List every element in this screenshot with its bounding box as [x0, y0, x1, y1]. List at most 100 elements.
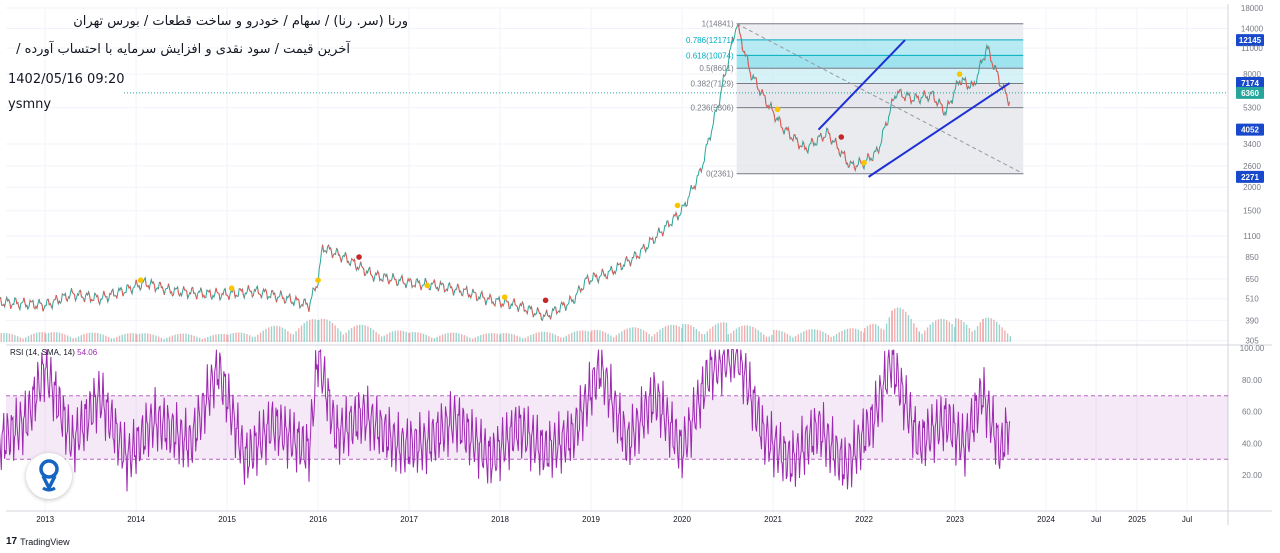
chart-datetime: 1402/05/16 09:20 — [8, 72, 125, 87]
event-marker — [315, 277, 321, 283]
volume-bar — [985, 317, 987, 342]
volume-bar — [955, 318, 957, 342]
volume-bar — [678, 326, 680, 342]
volume-bar — [339, 331, 342, 342]
volume-bar — [720, 322, 722, 342]
volume-bar — [819, 330, 821, 342]
volume-bar — [830, 336, 832, 342]
volume-bar — [940, 318, 942, 342]
volume-bar — [805, 330, 808, 342]
volume-bar — [411, 332, 414, 342]
price-label-box — [1236, 77, 1264, 90]
volume-bar — [687, 324, 689, 342]
volume-bar — [568, 334, 570, 342]
volume-bar — [458, 333, 460, 342]
volume-bar — [880, 328, 882, 342]
volume-bar — [516, 335, 518, 342]
volume-bar — [783, 332, 786, 342]
volume-bar — [951, 324, 953, 342]
volume-bar — [869, 324, 871, 342]
rsi-scale-tick: 40.00 — [1242, 439, 1263, 448]
volume-bar — [482, 334, 485, 342]
volume-bar — [201, 339, 204, 342]
volume-bar — [56, 332, 58, 342]
volume-bar — [502, 333, 505, 342]
fib-level-label: 0.236(5306) — [690, 104, 733, 113]
volume-bar — [168, 336, 171, 342]
volume-bar — [463, 335, 466, 342]
price-label-box — [1236, 123, 1264, 136]
volume-bar — [741, 325, 743, 342]
volume-bar — [621, 331, 623, 342]
volume-bar — [314, 319, 316, 342]
volume-bar — [105, 335, 107, 342]
volume-bar — [846, 328, 849, 342]
volume-bar — [910, 318, 912, 342]
volume-bar — [342, 334, 345, 342]
volume-bar — [138, 333, 141, 342]
volume-bar — [672, 324, 675, 342]
volume-bar — [152, 334, 154, 342]
time-axis-label: 2025 — [1128, 515, 1146, 524]
volume-bar — [957, 318, 960, 342]
tradingview-logo[interactable]: 17 TradingView — [6, 536, 70, 547]
volume-bar — [147, 333, 149, 342]
event-marker — [774, 106, 781, 113]
volume-bar — [124, 333, 126, 342]
volume-bar — [356, 325, 358, 342]
volume-bar — [557, 335, 559, 342]
volume-bar — [337, 328, 339, 342]
price-scale-tick: 18000 — [1241, 4, 1264, 13]
volume-bar — [402, 331, 405, 342]
volume-bar — [207, 336, 209, 342]
price-scale-tick: 390 — [1245, 317, 1259, 326]
volume-bar — [372, 329, 375, 342]
time-axis-label: Jul — [1091, 515, 1101, 524]
volume-bar — [452, 332, 455, 342]
time-axis-label: 2021 — [764, 515, 782, 524]
volume-bar — [535, 332, 537, 342]
volume-bar — [924, 330, 926, 342]
volume-bar — [334, 325, 336, 342]
volume-bar — [682, 324, 684, 342]
volume-bar — [854, 328, 857, 342]
volume-bar — [227, 334, 229, 342]
event-marker — [356, 254, 362, 260]
volume-bar — [543, 331, 546, 342]
fib-level-label: 0.5(8601) — [699, 64, 734, 73]
price-scale-tick: 2600 — [1243, 162, 1261, 171]
price-scale-tick: 510 — [1245, 295, 1259, 304]
volume-bar — [350, 328, 353, 342]
volume-bar — [469, 337, 471, 342]
volume-bar — [857, 329, 860, 342]
volume-bar — [778, 330, 780, 342]
time-axis-label: 2022 — [855, 515, 873, 524]
volume-bar — [450, 332, 452, 342]
volume-bar — [64, 334, 66, 342]
fib-zone-0.786 — [736, 39, 1024, 56]
volume-bar — [827, 335, 830, 342]
volume-bar — [163, 338, 165, 342]
price-scale-tick: 1500 — [1243, 207, 1261, 216]
price-label-text: 6360 — [1241, 89, 1259, 98]
volume-bar — [781, 331, 783, 342]
rsi-scale-tick: 20.00 — [1242, 471, 1263, 480]
price-scale-tick: 850 — [1245, 253, 1259, 262]
volume-bar — [113, 338, 115, 342]
volume-bar — [993, 319, 995, 342]
volume-bar — [209, 335, 212, 342]
volume-bar — [235, 332, 237, 342]
volume-bar — [174, 334, 176, 342]
volume-bar — [238, 332, 240, 342]
volume-bar — [813, 329, 816, 342]
volume-bar — [226, 334, 228, 342]
volume-bar — [885, 323, 888, 342]
volume-bar — [735, 328, 738, 342]
volume-bar — [259, 332, 262, 342]
volume-bar — [223, 334, 225, 342]
volume-bar — [75, 337, 77, 342]
volume-bar — [61, 333, 63, 342]
volume-bar — [963, 322, 965, 342]
chart-subtitle: آخرین قیمت / سود نقدی و افزایش سرمایه با… — [16, 42, 350, 57]
